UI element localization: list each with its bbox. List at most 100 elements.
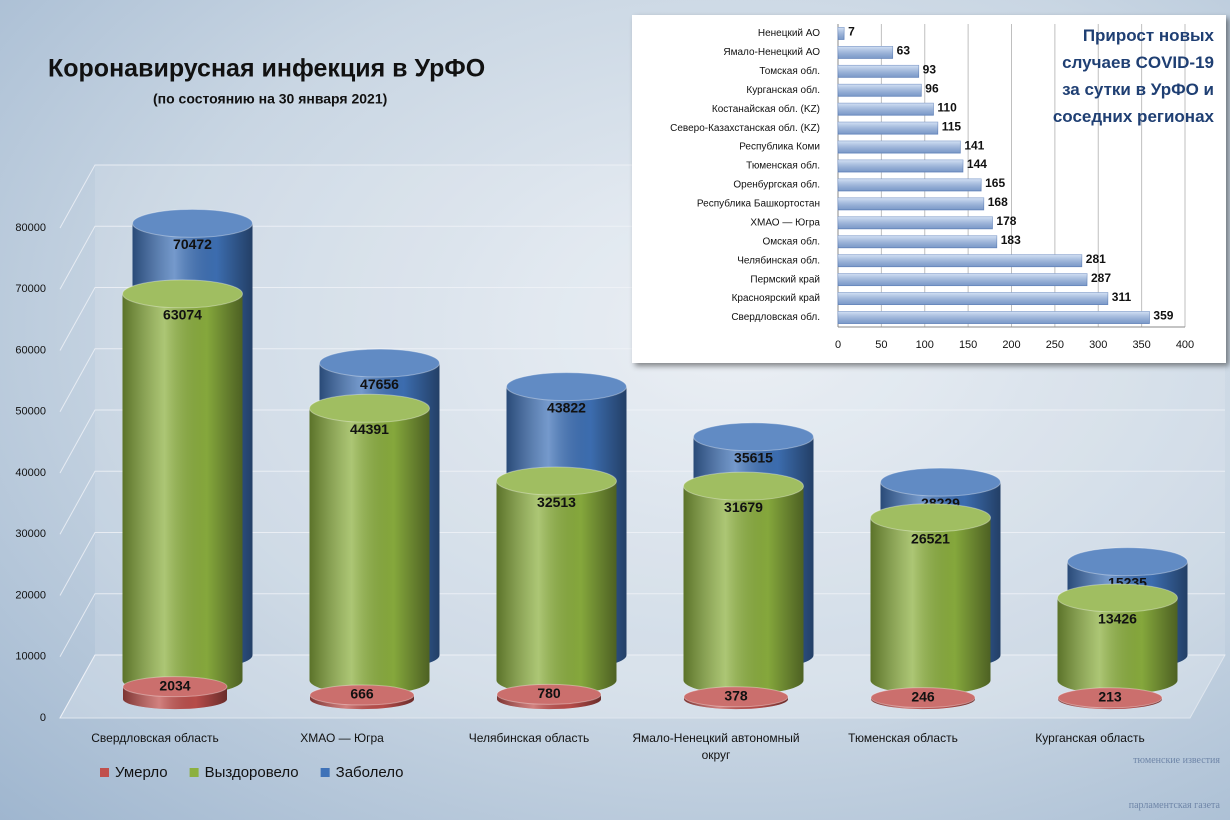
- bar: [837, 178, 982, 192]
- value-label: 246: [911, 688, 935, 704]
- cylinder-top-light: [496, 467, 617, 496]
- y-tick-label: Республика Коми: [739, 141, 820, 153]
- cylinder: [122, 676, 228, 710]
- y-tick-label: Челябинская обл.: [737, 254, 820, 266]
- x-tick-label: Курганская область: [1035, 731, 1145, 745]
- cylinder-top-light: [497, 684, 601, 705]
- cylinder-top: [693, 422, 814, 452]
- y-tick-label: Омская обл.: [763, 235, 820, 247]
- x-tick-label: ХМАО — Югра: [300, 731, 384, 745]
- cylinder-top-light: [123, 676, 227, 697]
- cylinder-top: [122, 676, 228, 698]
- cylinder: [309, 684, 415, 710]
- bar: [837, 159, 964, 173]
- value-label: 378: [724, 687, 748, 703]
- legend-label: Выздоровело: [205, 764, 299, 781]
- x-tick-label: 300: [1089, 339, 1107, 351]
- y-tick-label: Северо-Казахстанская обл. (KZ): [670, 122, 820, 134]
- cylinder-top: [1057, 583, 1178, 613]
- bar-shade: [838, 65, 919, 78]
- bar: [837, 140, 961, 154]
- legend-swatch: [100, 768, 109, 777]
- bar-shade: [838, 292, 1108, 305]
- x-tick-label: 100: [916, 339, 934, 351]
- value-label: 96: [925, 81, 939, 95]
- grid-line: [59, 409, 1225, 474]
- x-tick-label: 50: [875, 339, 887, 351]
- value-label: 178: [996, 214, 1016, 228]
- cylinder: [683, 686, 789, 710]
- y-tick-label: 0: [40, 712, 46, 724]
- value-label: 31679: [724, 499, 763, 515]
- watermark-brand: тюменские известия: [1133, 755, 1220, 766]
- y-tick-label: Курганская обл.: [746, 84, 820, 96]
- value-label: 287: [1091, 271, 1111, 285]
- value-label: 141: [964, 138, 984, 152]
- y-tick-label: 20000: [15, 589, 46, 601]
- cylinder-shade: [309, 408, 430, 695]
- cylinder-top-light: [1057, 583, 1178, 612]
- value-label: 144: [967, 157, 987, 171]
- x-tick-label: 0: [835, 339, 841, 351]
- cylinder-top: [132, 208, 253, 238]
- y-tick-label: Томская обл.: [759, 65, 820, 77]
- cylinder-top: [496, 466, 617, 496]
- x-tick-label: 400: [1176, 339, 1194, 351]
- cylinder-top: [1057, 687, 1163, 709]
- cylinder-top: [1067, 547, 1188, 577]
- cylinder-top-light: [506, 372, 627, 401]
- cylinder: [496, 683, 602, 710]
- cylinder-top-light: [684, 686, 788, 707]
- y-tick-label: Ненецкий АО: [758, 28, 820, 39]
- value-label: 44391: [350, 421, 389, 437]
- value-label: 13426: [1098, 611, 1137, 627]
- cylinder-top: [683, 686, 789, 708]
- bar: [837, 254, 1083, 268]
- cylinder-top-light: [693, 422, 814, 451]
- cylinder: [870, 687, 976, 710]
- cylinder-top: [870, 687, 976, 709]
- cylinder-top-light: [871, 687, 975, 708]
- cylinder-top-light: [683, 472, 804, 501]
- x-tick-label: 350: [1132, 339, 1150, 351]
- cylinder: [870, 503, 991, 695]
- bar-shade: [838, 103, 934, 116]
- y-tick-label: Республика Башкортостан: [697, 198, 820, 210]
- bar: [837, 27, 845, 40]
- y-tick-label: 50000: [15, 406, 46, 418]
- cylinder-top: [506, 372, 627, 402]
- cylinder-top: [309, 393, 430, 423]
- grid-line: [59, 532, 1225, 596]
- grid-line: [59, 593, 1225, 657]
- cylinder-top: [319, 348, 440, 378]
- x-tick-label: Свердловская область: [91, 731, 219, 745]
- cylinder-shade: [496, 481, 617, 695]
- value-label: 115: [942, 119, 962, 133]
- legend-swatch: [189, 768, 199, 777]
- grid-line: [59, 654, 1225, 719]
- y-tick-label: 10000: [15, 651, 46, 663]
- legend-label: Заболело: [336, 764, 404, 781]
- value-label: 32513: [537, 494, 576, 510]
- bar-shade: [838, 46, 893, 59]
- bar: [837, 83, 922, 97]
- cylinder: [496, 466, 617, 695]
- grid-line: [59, 470, 1225, 535]
- value-label: 93: [923, 63, 937, 77]
- bar-shade: [838, 311, 1150, 324]
- cylinder: [309, 393, 430, 695]
- cylinder: [122, 279, 243, 695]
- bar: [837, 311, 1150, 324]
- watermark-caption: парламентская газета: [1128, 800, 1220, 811]
- bar-shade: [838, 84, 922, 97]
- bar: [837, 64, 920, 78]
- y-tick-label: Костанайская обл. (KZ): [712, 103, 820, 115]
- value-label: 63: [897, 44, 911, 58]
- cylinder-top-light: [122, 279, 243, 308]
- cylinder-top-light: [132, 209, 253, 238]
- bar: [837, 216, 993, 230]
- x-tick-label: 250: [1046, 339, 1064, 351]
- value-label: 47656: [360, 376, 399, 392]
